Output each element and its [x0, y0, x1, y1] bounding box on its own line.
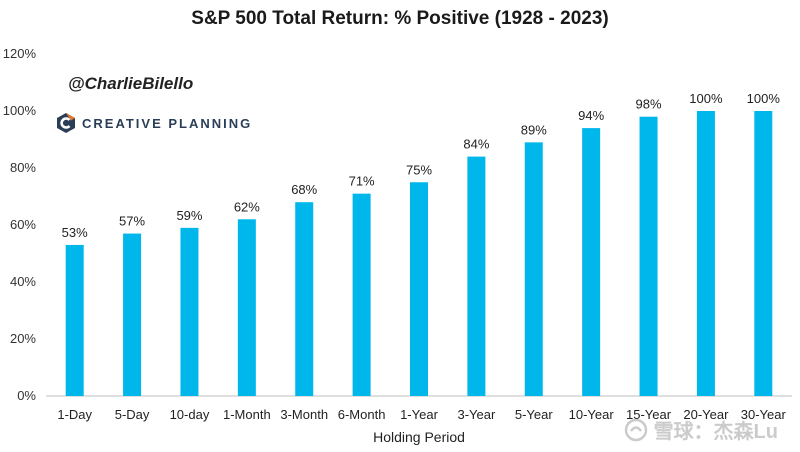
data-label: 98% — [636, 97, 662, 112]
data-label: 75% — [406, 162, 432, 177]
watermark: 雪球：杰森Lu — [624, 415, 778, 444]
bar — [237, 219, 256, 396]
x-tick-label: 3-Year — [457, 407, 495, 422]
y-tick-label: 100% — [3, 103, 37, 118]
data-label: 53% — [62, 225, 88, 240]
bar — [65, 244, 84, 396]
y-tick-label: 60% — [10, 217, 36, 232]
bar — [410, 182, 428, 396]
x-tick-label: 10-Year — [569, 407, 615, 422]
bar — [639, 116, 658, 396]
x-tick-label: 3-Month — [280, 407, 328, 422]
creative-planning-logo-icon — [57, 113, 75, 133]
x-tick-label: 1-Day — [57, 407, 92, 422]
data-label: 94% — [578, 108, 604, 123]
y-tick-label: 0% — [17, 388, 36, 403]
data-label: 57% — [119, 214, 145, 229]
bar — [696, 111, 715, 396]
bar — [582, 128, 601, 396]
y-tick-label: 80% — [10, 160, 36, 175]
brand-name: CREATIVE PLANNING — [82, 115, 253, 131]
watermark-text: 雪球：杰森Lu — [653, 421, 778, 443]
x-tick-label: 10-day — [170, 407, 210, 422]
data-label: 84% — [463, 137, 489, 152]
bar — [295, 202, 314, 396]
data-label: 62% — [234, 199, 260, 214]
bar — [123, 233, 142, 396]
y-tick-label: 120% — [3, 46, 37, 61]
bar — [524, 142, 543, 396]
data-label: 59% — [176, 208, 202, 223]
data-label: 89% — [521, 122, 547, 137]
bar — [180, 227, 199, 396]
x-tick-label: 5-Year — [515, 407, 553, 422]
chart-title: S&P 500 Total Return: % Positive (1928 -… — [191, 8, 609, 29]
x-axis-title: Holding Period — [373, 429, 465, 445]
x-tick-label: 1-Month — [223, 407, 271, 422]
y-tick-label: 20% — [10, 331, 36, 346]
data-label: 100% — [689, 91, 723, 106]
x-tick-label: 5-Day — [115, 407, 150, 422]
snowball-logo-icon — [624, 418, 647, 441]
x-tick-label: 6-Month — [338, 407, 386, 422]
brand-logo: CREATIVE PLANNING — [56, 111, 252, 135]
x-tick-label: 30-Year — [741, 407, 787, 422]
x-tick-label: 1-Year — [400, 407, 438, 422]
data-label: 71% — [349, 174, 375, 189]
x-tick-label: 15-Year — [626, 407, 672, 422]
y-tick-label: 40% — [10, 274, 36, 289]
bar — [754, 111, 773, 396]
bar — [467, 156, 486, 396]
bar — [352, 193, 371, 396]
author-handle: @CharlieBilello — [68, 74, 194, 93]
data-label: 100% — [747, 91, 781, 106]
data-label: 68% — [291, 182, 317, 197]
x-tick-label: 20-Year — [683, 407, 729, 422]
